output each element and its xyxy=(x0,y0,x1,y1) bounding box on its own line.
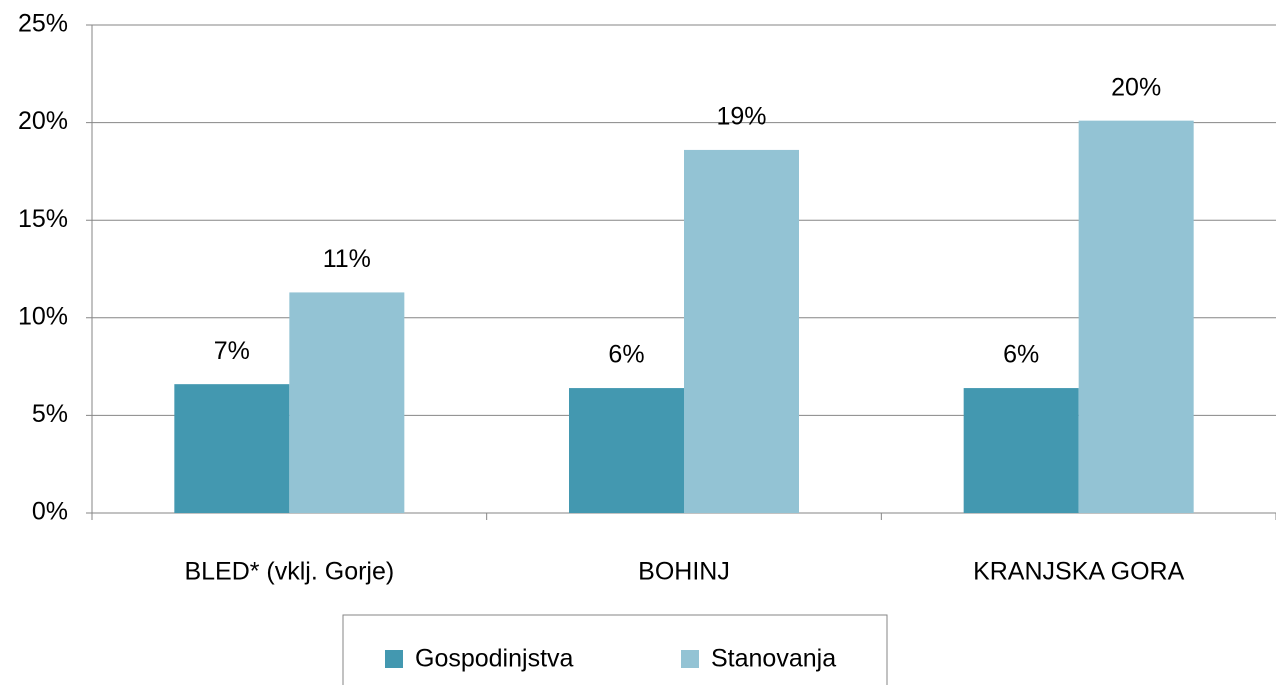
y-tick-label: 10% xyxy=(18,302,68,330)
legend-label: Stanovanja xyxy=(711,645,836,673)
value-label: 11% xyxy=(323,245,371,273)
value-label: 20% xyxy=(1111,73,1161,101)
x-tick-label: KRANJSKA GORA xyxy=(973,558,1184,586)
bar xyxy=(963,388,1079,513)
x-tick-label: BOHINJ xyxy=(638,558,730,586)
value-label: 19% xyxy=(716,103,766,131)
bar xyxy=(1078,120,1194,513)
y-tick-label: 20% xyxy=(18,107,68,135)
legend-label: Gospodinjstva xyxy=(415,645,574,673)
legend-swatch xyxy=(385,650,403,668)
bar xyxy=(174,384,290,513)
bar xyxy=(289,292,405,513)
y-tick-label: 25% xyxy=(18,10,68,38)
x-tick-label: BLED* (vklj. Gorje) xyxy=(184,558,394,586)
y-tick-label: 15% xyxy=(18,205,68,233)
y-tick-label: 0% xyxy=(32,498,68,526)
y-tick-label: 5% xyxy=(32,400,68,428)
bar xyxy=(569,388,684,513)
legend-box xyxy=(342,614,888,685)
value-label: 6% xyxy=(1003,341,1039,369)
value-label: 7% xyxy=(214,337,250,365)
bar xyxy=(684,149,799,514)
legend-swatch xyxy=(681,650,699,668)
value-label: 6% xyxy=(608,341,644,369)
